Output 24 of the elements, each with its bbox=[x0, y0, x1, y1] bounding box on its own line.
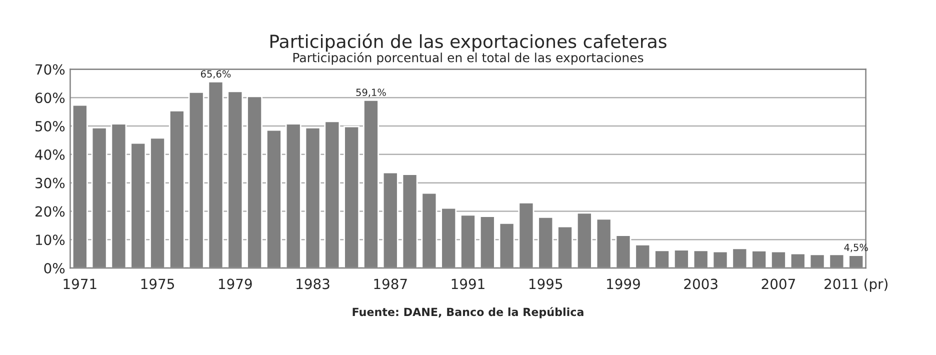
y-tick-label: 0% bbox=[44, 262, 65, 274]
x-tick-label: 1971 bbox=[64, 278, 96, 290]
x-tick-label: 2003 bbox=[684, 278, 718, 290]
y-tick-label: 20% bbox=[35, 206, 65, 217]
data-label: 65,6% bbox=[200, 70, 231, 79]
x-tick-label: 1999 bbox=[607, 278, 640, 290]
x-tick-label: 1979 bbox=[218, 278, 252, 290]
chart-title: Participación de las exportaciones cafeteras bbox=[270, 33, 666, 52]
x-tick-label: 1983 bbox=[296, 278, 330, 290]
y-tick-label: 40% bbox=[35, 149, 65, 160]
y-tick-label: 60% bbox=[35, 92, 65, 104]
source-note: Fuente: DANE, Banco de la República bbox=[352, 307, 584, 318]
x-tick-label: 1987 bbox=[374, 278, 407, 290]
y-tick-label: 30% bbox=[36, 178, 65, 188]
x-tick-label: 1991 bbox=[452, 278, 484, 290]
x-tick-label: 1995 bbox=[529, 278, 562, 290]
y-tick-label: 50% bbox=[36, 120, 65, 132]
x-tick-label: 2011 (pr) bbox=[824, 278, 888, 292]
data-label: 59,1% bbox=[356, 88, 386, 98]
y-tick-label: 10% bbox=[36, 234, 65, 246]
y-tick-label: 70% bbox=[36, 64, 65, 75]
chart-subtitle: Participación porcentual en el total de las exportaciones bbox=[293, 52, 644, 65]
x-tick-label: 1975 bbox=[141, 278, 174, 290]
x-tick-label: 2007 bbox=[762, 278, 795, 290]
